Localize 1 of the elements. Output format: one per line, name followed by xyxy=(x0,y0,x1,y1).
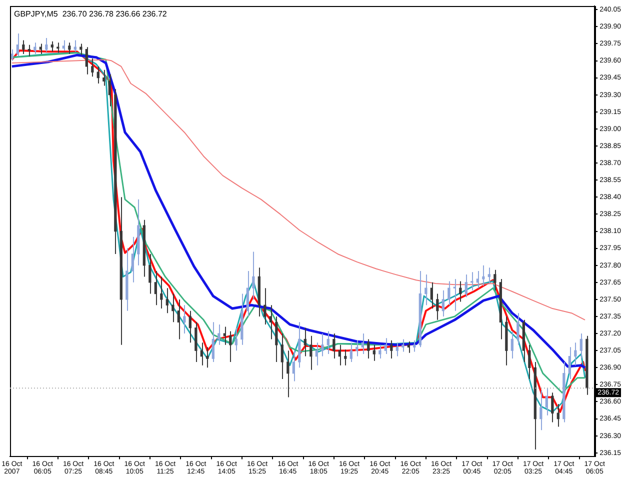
chart-title: GBPJPY,M5 236.70 236.78 236.66 236.72 xyxy=(14,9,168,18)
